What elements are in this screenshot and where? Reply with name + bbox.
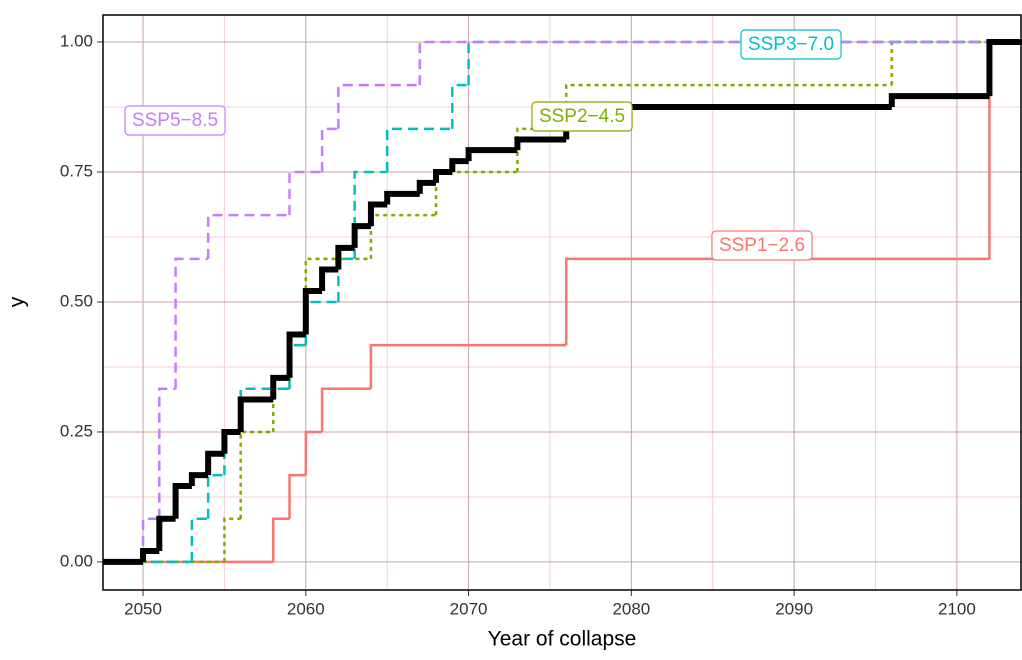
- step: [221, 428, 241, 454]
- step: [302, 288, 323, 335]
- step: [288, 170, 323, 216]
- y-tick-label: 0.00: [60, 551, 93, 570]
- step: [384, 190, 420, 205]
- step: [172, 483, 192, 519]
- step: [190, 517, 209, 562]
- step: [888, 93, 990, 108]
- step: [385, 127, 453, 173]
- label-box: [531, 101, 633, 132]
- step: [351, 223, 371, 248]
- x-tick-label: 2090: [775, 599, 813, 618]
- step: [270, 374, 290, 400]
- step: [319, 266, 339, 292]
- step: [288, 473, 306, 519]
- step: [337, 257, 355, 302]
- y-tick-label: 0.50: [60, 291, 93, 310]
- step: [353, 170, 388, 259]
- step: [140, 548, 160, 562]
- step: [451, 83, 469, 129]
- step: [516, 127, 567, 173]
- step: [449, 158, 469, 173]
- x-tick-label: 2070: [450, 599, 488, 618]
- step: [418, 40, 1022, 86]
- step: [304, 300, 339, 346]
- step: [367, 201, 388, 227]
- x-tick-label: 2050: [124, 599, 162, 618]
- panel-border: [102, 14, 1022, 591]
- step: [158, 387, 176, 519]
- step: [514, 136, 567, 151]
- y-tick-label: 1.00: [60, 32, 93, 51]
- step: [239, 387, 290, 432]
- label-box: [740, 29, 842, 60]
- y-axis-title: y: [6, 296, 29, 307]
- y-tick-label: 0.75: [60, 161, 93, 180]
- step: [465, 147, 518, 162]
- step: [433, 169, 453, 183]
- series-label: SSP3−7.0: [748, 34, 834, 55]
- x-tick-label: 2080: [612, 599, 650, 618]
- step: [564, 83, 892, 129]
- step: [320, 127, 339, 173]
- step: [564, 257, 990, 346]
- series-label: SSP5−8.5: [132, 110, 218, 131]
- label-box: [711, 230, 813, 261]
- x-tick-label: 2060: [287, 599, 325, 618]
- step: [286, 331, 306, 378]
- x-axis-title: Year of collapse: [488, 628, 637, 651]
- series-label: SSP1−2.6: [719, 235, 805, 256]
- step: [174, 257, 209, 389]
- x-tick-label: 2100: [938, 599, 976, 618]
- step: [205, 450, 225, 476]
- step: [141, 517, 160, 562]
- step: [223, 517, 241, 562]
- step: [288, 343, 306, 389]
- step: [320, 387, 371, 432]
- series-label: SSP2−4.5: [539, 106, 625, 127]
- step: [986, 39, 1022, 97]
- step: [239, 430, 274, 519]
- label-box: [124, 105, 226, 136]
- step: [188, 472, 209, 487]
- step: [206, 473, 225, 519]
- step: [156, 515, 176, 552]
- step: [237, 396, 274, 432]
- step: [416, 179, 437, 194]
- step: [369, 343, 567, 389]
- step: [272, 517, 290, 562]
- y-tick-label: 0.25: [60, 421, 93, 440]
- step: [335, 244, 355, 270]
- step: [988, 40, 1022, 259]
- step: [206, 213, 290, 259]
- step: [304, 430, 323, 476]
- step: [434, 170, 518, 216]
- step: [337, 83, 420, 129]
